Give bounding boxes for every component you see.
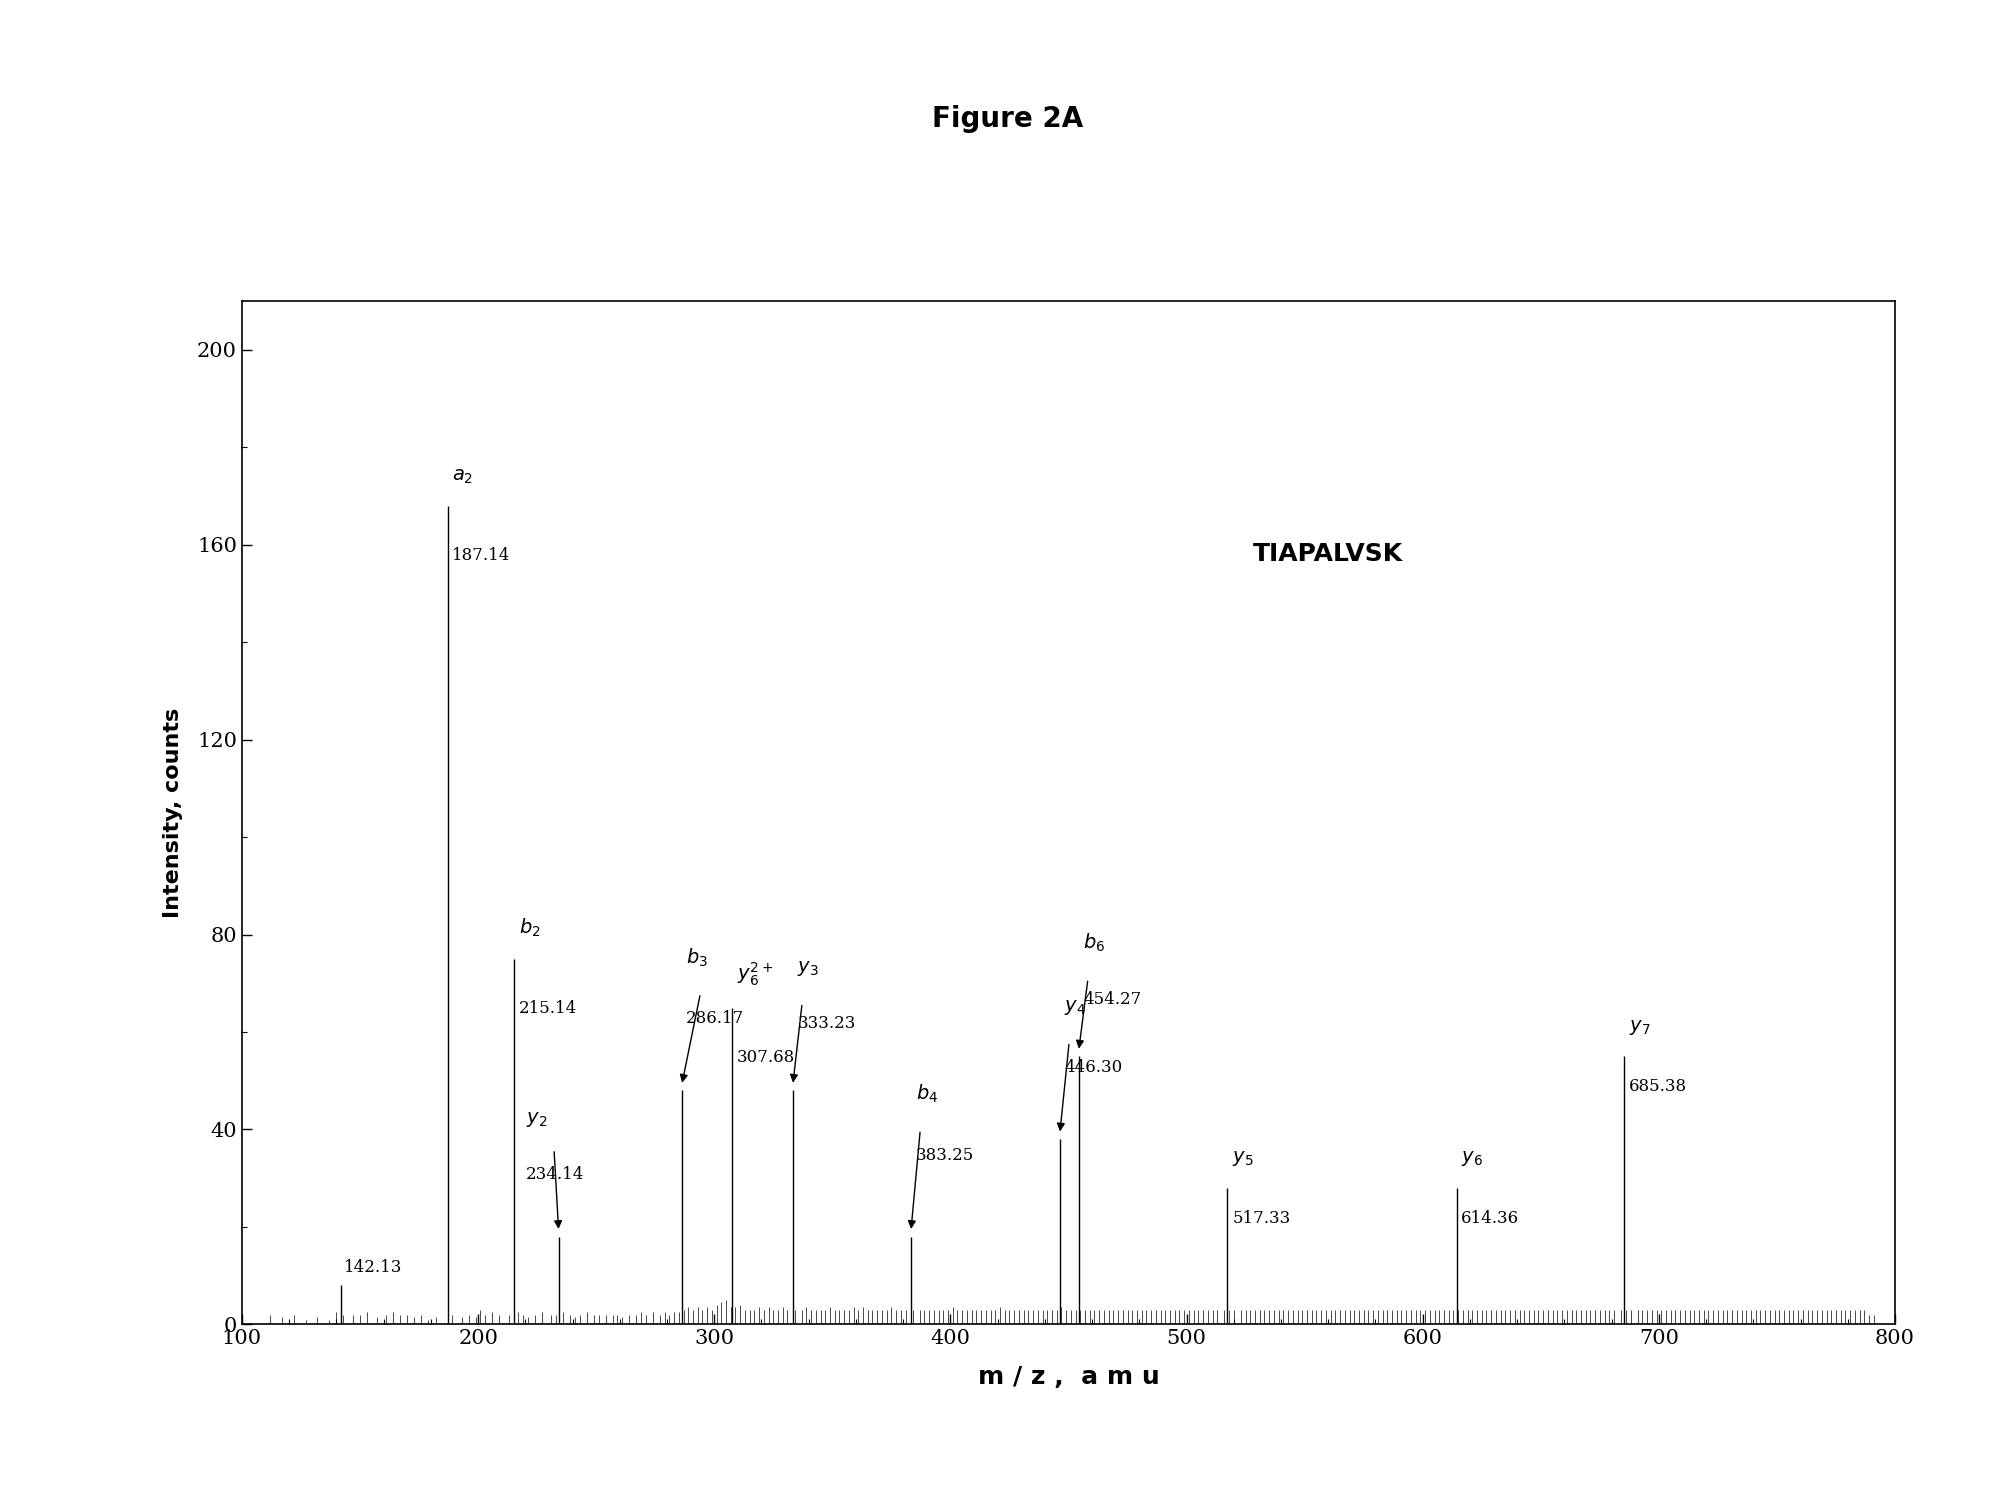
Text: 614.36: 614.36	[1462, 1210, 1520, 1227]
Text: 685.38: 685.38	[1629, 1079, 1687, 1096]
Text: $y_4$: $y_4$	[1064, 998, 1087, 1017]
Text: 333.23: 333.23	[798, 1014, 857, 1032]
Text: $y_5$: $y_5$	[1232, 1150, 1254, 1168]
Text: TIAPALVSK: TIAPALVSK	[1254, 542, 1403, 566]
Text: 234.14: 234.14	[526, 1166, 585, 1183]
Text: $b_6$: $b_6$	[1083, 932, 1105, 954]
Text: $b_4$: $b_4$	[915, 1082, 937, 1105]
Text: $y_2$: $y_2$	[526, 1111, 546, 1129]
Text: 454.27: 454.27	[1083, 990, 1141, 1008]
Text: 187.14: 187.14	[452, 548, 510, 564]
Text: 215.14: 215.14	[518, 1001, 577, 1017]
Text: 446.30: 446.30	[1064, 1060, 1123, 1076]
Text: 286.17: 286.17	[685, 1010, 744, 1026]
Y-axis label: Intensity, counts: Intensity, counts	[163, 707, 183, 918]
Text: $a_2$: $a_2$	[452, 468, 474, 486]
Text: 383.25: 383.25	[915, 1147, 974, 1163]
Text: $b_2$: $b_2$	[518, 917, 540, 939]
Text: 142.13: 142.13	[345, 1258, 401, 1276]
Text: Figure 2A: Figure 2A	[931, 105, 1085, 134]
Text: $y_6$: $y_6$	[1462, 1150, 1484, 1168]
Text: 517.33: 517.33	[1232, 1210, 1290, 1227]
Text: $y_7$: $y_7$	[1629, 1017, 1651, 1037]
Text: $y_6^{2+}$: $y_6^{2+}$	[738, 960, 774, 989]
X-axis label: m / z ,  a m u: m / z , a m u	[978, 1365, 1159, 1389]
Text: $y_3$: $y_3$	[798, 959, 818, 978]
Text: 307.68: 307.68	[738, 1049, 796, 1066]
Text: $b_3$: $b_3$	[685, 947, 708, 969]
